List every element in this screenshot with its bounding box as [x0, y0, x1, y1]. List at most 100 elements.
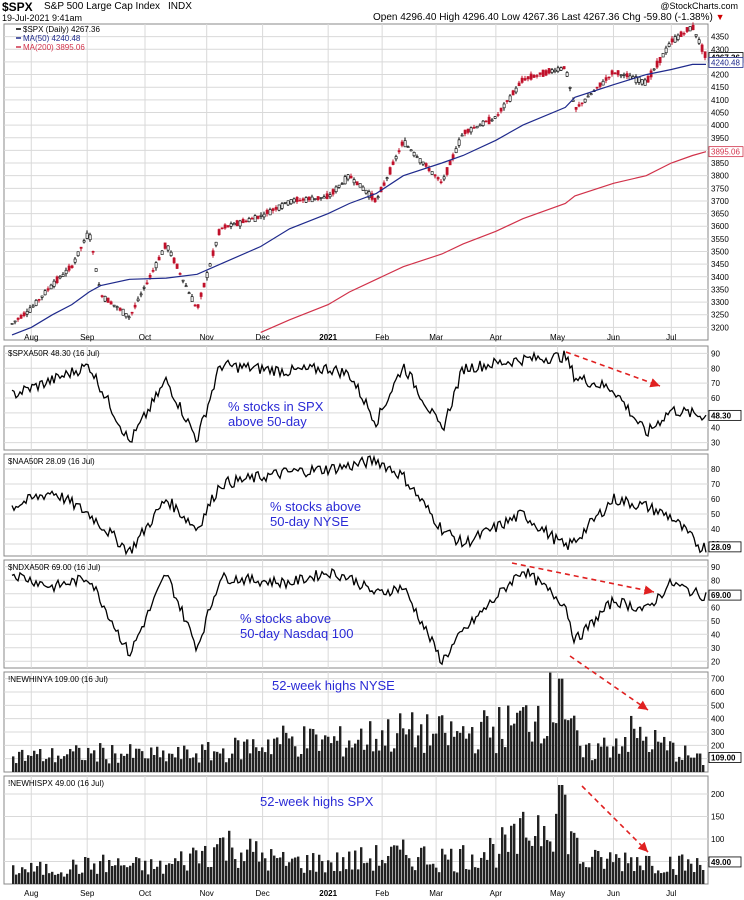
volume-bar: [66, 754, 69, 772]
volume-bar: [189, 758, 192, 772]
volume-bar: [675, 761, 678, 772]
candle-body: [646, 76, 650, 83]
y-tick-label: 70: [711, 480, 720, 489]
candle-body: [532, 75, 536, 78]
candle-body: [121, 308, 125, 316]
volume-bar: [246, 849, 249, 884]
volume-bar: [306, 855, 309, 884]
volume-bar: [12, 756, 15, 772]
candle-body: [370, 193, 374, 200]
candle-body: [679, 31, 683, 37]
month-label-top: Aug: [24, 333, 38, 342]
candle-body: [304, 197, 308, 203]
volume-bar: [627, 751, 630, 772]
volume-bar: [231, 847, 234, 884]
candle-body: [94, 268, 98, 272]
candle-body: [625, 73, 629, 78]
y-tick-label: 3850: [711, 159, 729, 168]
volume-bar: [57, 873, 60, 884]
y-tick-label: 3750: [711, 184, 729, 193]
volume-bar: [447, 745, 450, 772]
candle-body: [310, 196, 314, 203]
volume-bar: [147, 874, 150, 884]
volume-bar: [432, 863, 435, 884]
volume-bar: [150, 747, 153, 772]
volume-bar: [324, 735, 327, 772]
volume-bar: [120, 865, 123, 884]
volume-bar: [471, 854, 474, 884]
candle-body: [499, 107, 503, 112]
candle-body: [559, 67, 563, 71]
legend-price: $SPX (Daily) 4267.36: [23, 25, 100, 34]
volume-bar: [309, 870, 312, 884]
y-tick-label: 100: [711, 835, 725, 844]
y-tick-label: 400: [711, 715, 725, 724]
volume-bar: [456, 872, 459, 884]
volume-bar: [666, 750, 669, 772]
volume-bar: [393, 845, 396, 884]
volume-bar: [339, 726, 342, 772]
candle-body: [406, 146, 410, 148]
volume-bar: [435, 867, 438, 884]
candle-body: [271, 208, 275, 211]
trend-arrow: [511, 562, 655, 595]
y-tick-label: 30: [711, 439, 720, 448]
annotation-ndxa50r: % stocks above: [240, 611, 331, 626]
volume-bar: [330, 862, 333, 884]
candle-body: [541, 69, 545, 77]
volume-bar: [219, 753, 222, 772]
y-tick-label: 300: [711, 728, 725, 737]
volume-bar: [282, 725, 285, 772]
candle-body: [133, 304, 137, 308]
candle-body: [40, 295, 44, 298]
volume-bar: [417, 735, 420, 772]
volume-bar: [24, 869, 27, 884]
volume-bar: [540, 743, 543, 772]
candle-body: [166, 245, 170, 251]
volume-bar: [366, 744, 369, 772]
low-value: 4267.36: [522, 12, 559, 23]
volume-bar: [462, 845, 465, 884]
volume-bar: [153, 869, 156, 884]
volume-bar: [51, 748, 54, 772]
volume-bar: [654, 730, 657, 772]
volume-bar: [291, 858, 294, 884]
month-label-bottom: Mar: [429, 889, 443, 898]
volume-bar: [276, 858, 279, 884]
volume-bar: [681, 854, 684, 884]
y-tick-label: 90: [711, 349, 720, 358]
volume-bar: [288, 738, 291, 772]
volume-bar: [612, 746, 615, 772]
breadth-line: [11, 454, 707, 556]
volume-bar: [279, 744, 282, 772]
candle-body: [616, 70, 620, 76]
volume-bar: [66, 873, 69, 884]
candle-body: [85, 232, 89, 239]
volume-bar: [543, 738, 546, 772]
volume-bar: [237, 740, 240, 772]
volume-bar: [309, 728, 312, 772]
candle-body: [313, 198, 317, 200]
volume-bar: [174, 757, 177, 772]
volume-bar: [618, 857, 621, 884]
annotation-naa50r: 50-day NYSE: [270, 514, 349, 529]
panel-ndxa50r: [3, 559, 709, 669]
last-label: Last: [561, 12, 581, 23]
volume-bar: [531, 741, 534, 772]
y-tick-label: 30: [711, 644, 720, 653]
volume-bar: [51, 871, 54, 884]
month-label-bottom: 2021: [319, 889, 337, 898]
volume-bar: [156, 866, 159, 884]
high-value: 4296.40: [462, 12, 499, 23]
candle-body: [295, 196, 299, 202]
candle-body: [76, 251, 80, 257]
volume-bar: [387, 719, 390, 772]
candle-body: [385, 177, 389, 179]
candle-body: [115, 306, 119, 309]
candle-body: [427, 168, 431, 172]
volume-bar: [414, 747, 417, 772]
trend-arrow: [569, 655, 649, 711]
volume-bar: [270, 849, 273, 884]
candle-body: [322, 196, 326, 199]
candle-body: [604, 77, 608, 81]
